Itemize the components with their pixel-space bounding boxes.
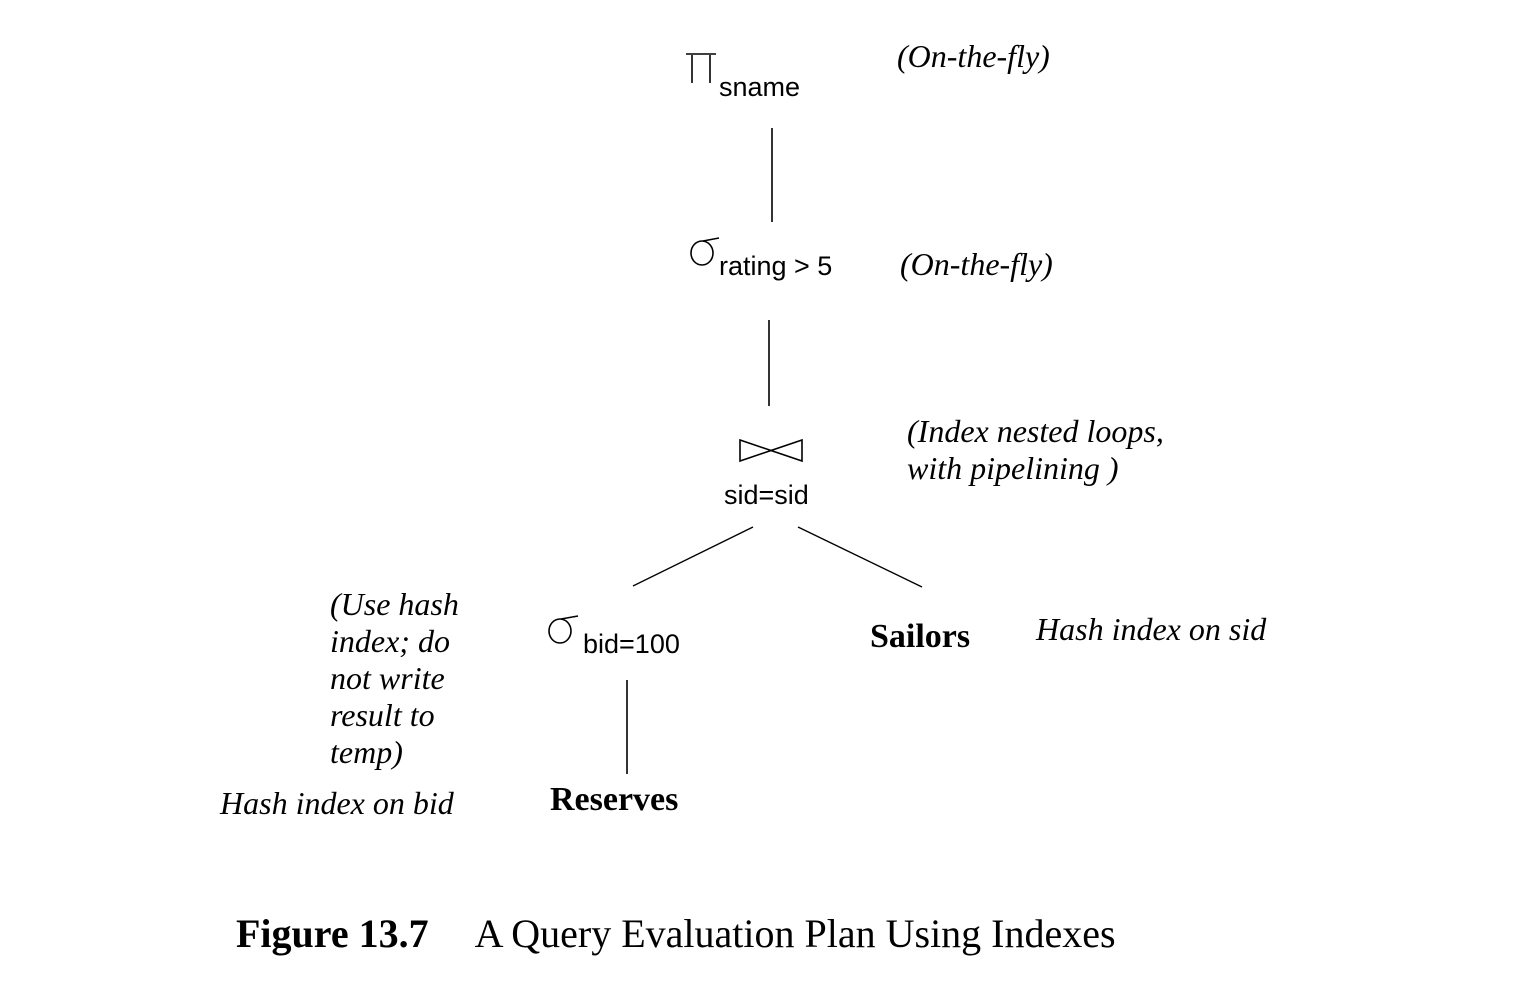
reserves-annotation: Hash index on bid (220, 787, 454, 819)
join-annotation-line: (Index nested loops, (907, 413, 1164, 450)
selection-bid-symbol (549, 616, 578, 643)
selection-bid-annotation-line: not write (330, 660, 459, 697)
selection-bid-annotation-line: result to (330, 697, 459, 734)
figure-label: Figure 13.7 (236, 911, 429, 956)
selection-rating-subscript: rating > 5 (719, 253, 832, 280)
projection-annotation: (On-the-fly) (897, 40, 1050, 72)
selection-rating-symbol (691, 238, 719, 265)
selection-rating-annotation: (On-the-fly) (900, 248, 1053, 280)
edge-join-right (798, 527, 922, 587)
projection-subscript: sname (719, 74, 800, 101)
selection-bid-annotation-line: temp) (330, 734, 459, 771)
join-condition: sid=sid (724, 482, 809, 509)
figure-title: A Query Evaluation Plan Using Indexes (475, 911, 1116, 956)
figure-caption: Figure 13.7 A Query Evaluation Plan Using… (236, 914, 1116, 954)
sailors-annotation: Hash index on sid (1036, 613, 1266, 645)
selection-bid-annotation: (Use hash index; do not write result to … (330, 586, 459, 771)
edge-join-left (633, 527, 753, 586)
join-annotation-line: with pipelining ) (907, 450, 1164, 487)
reserves-relation: Reserves (550, 783, 678, 817)
sailors-relation: Sailors (870, 620, 970, 654)
selection-bid-annotation-line: index; do (330, 623, 459, 660)
selection-bid-subscript: bid=100 (583, 631, 680, 658)
join-symbol (740, 440, 802, 461)
projection-symbol (686, 54, 716, 83)
selection-bid-annotation-line: (Use hash (330, 586, 459, 623)
join-annotation: (Index nested loops, with pipelining ) (907, 413, 1164, 487)
